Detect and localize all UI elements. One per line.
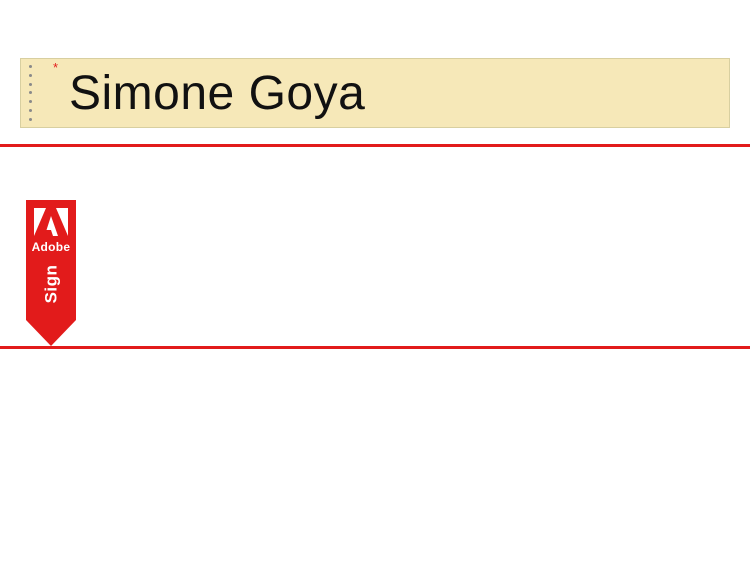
signature-line-top xyxy=(0,144,750,147)
dot-icon xyxy=(29,83,32,86)
required-marker: * xyxy=(53,61,58,74)
brand-label: Adobe xyxy=(32,240,71,254)
signer-name-field-container: * Simone Goya xyxy=(20,58,730,128)
dot-icon xyxy=(29,91,32,94)
dot-icon xyxy=(29,100,32,103)
sign-tab-body: Adobe Sign xyxy=(26,200,76,320)
drag-handle[interactable] xyxy=(27,63,35,123)
arrow-down-icon xyxy=(26,320,76,346)
signer-name-field[interactable]: * Simone Goya xyxy=(20,58,730,128)
dot-icon xyxy=(29,65,32,68)
dot-icon xyxy=(29,109,32,112)
sign-action-label: Sign xyxy=(41,265,61,304)
signer-name-text: Simone Goya xyxy=(69,66,365,121)
dot-icon xyxy=(29,74,32,77)
adobe-logo-icon xyxy=(34,208,68,236)
adobe-sign-tab[interactable]: Adobe Sign xyxy=(26,200,76,350)
signature-line-bottom xyxy=(0,346,750,349)
dot-icon xyxy=(29,118,32,121)
